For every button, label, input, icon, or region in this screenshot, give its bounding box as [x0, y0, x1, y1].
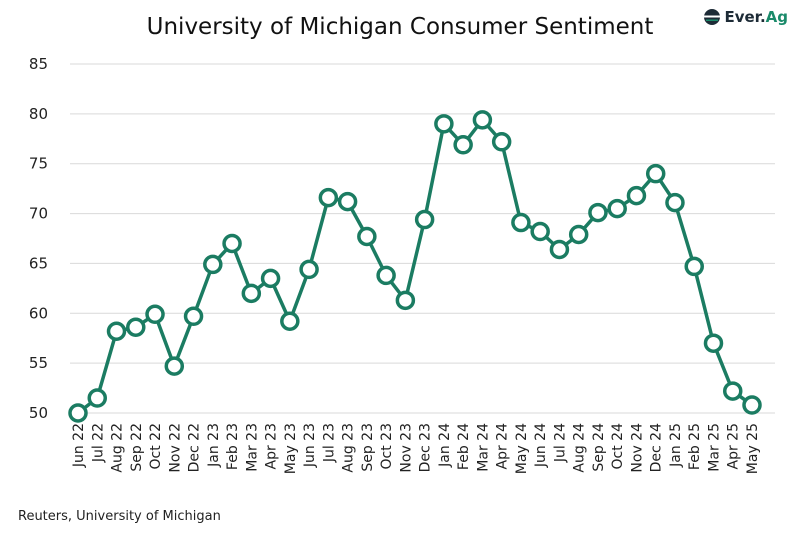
y-tick-label: 65: [29, 254, 48, 272]
x-tick-label: Aug 22: [110, 423, 126, 473]
x-tick-label: Feb 25: [687, 423, 703, 470]
data-point: [665, 192, 685, 213]
data-point: [87, 388, 108, 408]
data-point: [260, 268, 281, 289]
y-tick-label: 80: [29, 105, 48, 123]
x-tick-label: Sep 22: [129, 423, 145, 472]
data-point: [203, 254, 223, 275]
data-point: [742, 395, 762, 415]
x-tick-label: May 23: [283, 423, 299, 474]
x-tick-label: Jul 24: [552, 423, 568, 463]
x-tick-label: Feb 24: [456, 423, 472, 470]
x-tick-label: Mar 23: [244, 423, 260, 472]
source-note: Reuters, University of Michigan: [18, 509, 221, 524]
data-point: [299, 259, 319, 280]
data-point: [106, 321, 127, 341]
ever-ag-logo: Ever.Ag: [703, 8, 788, 26]
x-tick-label: Aug 24: [572, 423, 588, 473]
y-tick-label: 75: [29, 155, 48, 173]
x-tick-label: Oct 22: [148, 423, 164, 469]
data-point: [588, 202, 608, 223]
x-tick-label: Dec 22: [187, 423, 203, 472]
x-tick-label: Mar 25: [706, 423, 722, 472]
x-tick-label: Nov 22: [167, 423, 183, 473]
x-tick-label: Mar 24: [475, 423, 491, 472]
data-point: [722, 381, 743, 401]
data-point: [222, 233, 242, 254]
data-point: [472, 110, 493, 130]
data-point: [530, 221, 550, 242]
x-tick-label: Dec 24: [649, 423, 665, 472]
data-point: [318, 187, 339, 208]
data-point: [395, 290, 416, 311]
data-point: [414, 209, 435, 230]
y-tick-label: 85: [29, 55, 48, 73]
y-tick-label: 50: [29, 404, 48, 422]
data-point: [376, 265, 396, 286]
x-tick-label: Apr 23: [264, 423, 280, 469]
x-tick-label: Dec 23: [418, 423, 434, 472]
x-tick-label: Sep 24: [591, 423, 607, 472]
data-point: [645, 163, 666, 184]
data-point: [549, 239, 570, 260]
data-point: [126, 317, 146, 337]
x-tick-label: Apr 24: [495, 423, 511, 470]
data-point: [607, 198, 627, 219]
data-point: [280, 311, 300, 332]
x-tick-label: Feb 23: [225, 423, 241, 470]
x-tick-label: Nov 23: [398, 423, 414, 473]
x-tick-label: Jun 23: [302, 423, 318, 468]
x-tick-label: Sep 23: [360, 423, 376, 472]
data-point: [626, 185, 647, 206]
x-tick-label: Jul 23: [321, 423, 337, 463]
y-tick-label: 55: [29, 354, 48, 372]
data-point: [568, 224, 589, 245]
x-tick-label: May 25: [745, 423, 761, 474]
x-tick-label: Aug 23: [341, 423, 357, 473]
y-tick-label: 60: [29, 304, 48, 322]
data-point: [703, 333, 724, 353]
data-point: [511, 212, 531, 233]
x-tick-label: Jan 24: [437, 423, 453, 468]
data-point: [241, 283, 262, 304]
data-point: [145, 304, 165, 325]
x-tick-label: Nov 24: [629, 423, 645, 473]
data-point: [337, 191, 358, 212]
x-tick-label: May 24: [514, 423, 530, 474]
data-point: [68, 403, 88, 423]
x-tick-label: Jan 25: [668, 423, 684, 468]
data-point: [164, 356, 185, 376]
data-point: [357, 226, 377, 247]
x-tick-label: Jul 22: [90, 423, 106, 463]
data-point: [434, 114, 454, 134]
data-point: [183, 306, 204, 327]
data-point: [684, 256, 704, 277]
x-tick-label: Jun 22: [71, 423, 87, 468]
x-tick-label: Apr 25: [726, 423, 742, 469]
x-tick-label: Jan 23: [206, 423, 222, 468]
x-tick-label: Oct 23: [379, 423, 395, 469]
data-point: [453, 135, 473, 155]
x-tick-label: Oct 24: [610, 423, 626, 470]
ever-ag-logo-icon: [704, 9, 721, 25]
x-tick-label: Jun 24: [533, 423, 549, 468]
data-point: [491, 132, 512, 152]
y-tick-label: 70: [29, 205, 48, 223]
chart-title: University of Michigan Consumer Sentimen…: [146, 14, 654, 40]
